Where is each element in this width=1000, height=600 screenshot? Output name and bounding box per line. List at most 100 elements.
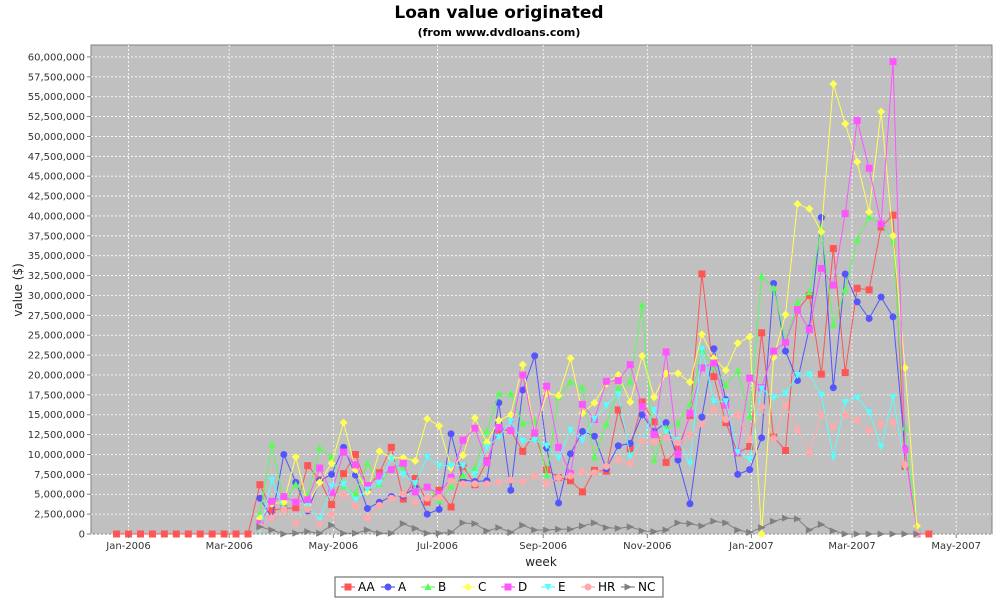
data-point	[602, 420, 610, 428]
data-point	[865, 530, 874, 538]
data-point	[721, 366, 730, 375]
data-point	[782, 514, 790, 522]
data-point	[387, 455, 395, 463]
data-point	[805, 526, 814, 534]
data-point	[829, 453, 837, 461]
data-point	[459, 462, 467, 470]
data-point	[555, 474, 563, 482]
data-point	[447, 462, 455, 470]
data-point	[770, 395, 778, 403]
legend-marker	[384, 583, 392, 591]
data-point	[901, 530, 909, 538]
series-a	[256, 214, 921, 538]
data-point	[746, 528, 754, 536]
data-point	[590, 519, 599, 527]
data-point	[865, 315, 873, 323]
x-tick-label: Jan-2006	[105, 541, 150, 552]
data-point	[268, 526, 276, 534]
data-point	[567, 378, 575, 386]
data-point	[686, 500, 694, 508]
data-point	[340, 529, 348, 537]
data-point	[423, 510, 431, 518]
legend-label: AA	[358, 580, 376, 594]
data-point	[662, 419, 670, 427]
data-point	[506, 410, 515, 419]
data-point	[769, 353, 778, 362]
data-point	[674, 450, 682, 458]
data-point	[602, 402, 610, 410]
legend-marker	[624, 583, 632, 591]
data-point	[686, 409, 694, 417]
data-point	[351, 496, 359, 504]
data-point	[363, 486, 371, 494]
data-point	[471, 471, 479, 479]
data-point	[471, 520, 479, 528]
data-point	[746, 374, 754, 382]
data-point	[543, 382, 551, 390]
data-point	[578, 437, 586, 445]
data-point	[722, 381, 730, 389]
y-tick-label: 17,500,000	[28, 390, 85, 401]
data-point	[567, 477, 575, 485]
data-point	[662, 458, 670, 466]
data-point	[686, 460, 694, 468]
data-point	[889, 394, 897, 402]
data-point	[304, 462, 312, 470]
data-point	[495, 524, 503, 532]
data-point	[507, 476, 515, 484]
data-point	[340, 470, 348, 478]
data-point	[734, 526, 742, 534]
data-point	[853, 157, 862, 166]
data-point	[674, 419, 682, 427]
data-point	[292, 504, 300, 512]
data-point	[602, 524, 611, 532]
data-point	[722, 398, 730, 406]
data-point	[399, 520, 408, 528]
data-point	[567, 450, 575, 458]
data-point	[746, 456, 754, 464]
data-point	[877, 443, 885, 451]
data-point	[363, 526, 372, 534]
series-nc	[256, 514, 921, 538]
data-point	[268, 514, 276, 522]
data-point	[901, 446, 909, 454]
data-point	[734, 367, 742, 374]
data-point	[817, 227, 826, 236]
data-point	[555, 525, 563, 533]
data-point	[268, 497, 276, 505]
data-point	[758, 329, 766, 337]
data-point	[686, 520, 694, 528]
data-point	[650, 418, 658, 426]
data-point	[375, 501, 383, 509]
data-point	[829, 527, 838, 535]
data-point	[399, 490, 407, 498]
y-tick-label: 7,500,000	[34, 470, 85, 481]
data-point	[351, 461, 359, 469]
data-point	[746, 412, 754, 420]
data-point	[746, 435, 754, 443]
data-point	[674, 369, 683, 378]
data-point	[626, 523, 635, 531]
data-point	[638, 398, 646, 406]
data-point	[399, 459, 407, 467]
data-point	[698, 420, 706, 428]
y-tick-label: 2,500,000	[34, 510, 85, 521]
data-point	[590, 415, 598, 423]
data-point	[841, 119, 850, 128]
data-point	[316, 529, 324, 537]
data-point	[829, 245, 837, 253]
data-point	[841, 285, 849, 293]
data-point	[889, 58, 897, 66]
data-point	[351, 489, 359, 497]
y-tick-label: 37,500,000	[28, 231, 85, 242]
data-point	[698, 522, 706, 530]
data-point	[710, 398, 718, 406]
x-tick-label: Mar-2006	[206, 541, 253, 552]
data-point	[531, 429, 539, 437]
data-point	[805, 371, 813, 379]
data-point	[483, 444, 491, 452]
data-point	[865, 212, 873, 220]
data-point	[901, 461, 909, 469]
data-point	[889, 419, 897, 427]
